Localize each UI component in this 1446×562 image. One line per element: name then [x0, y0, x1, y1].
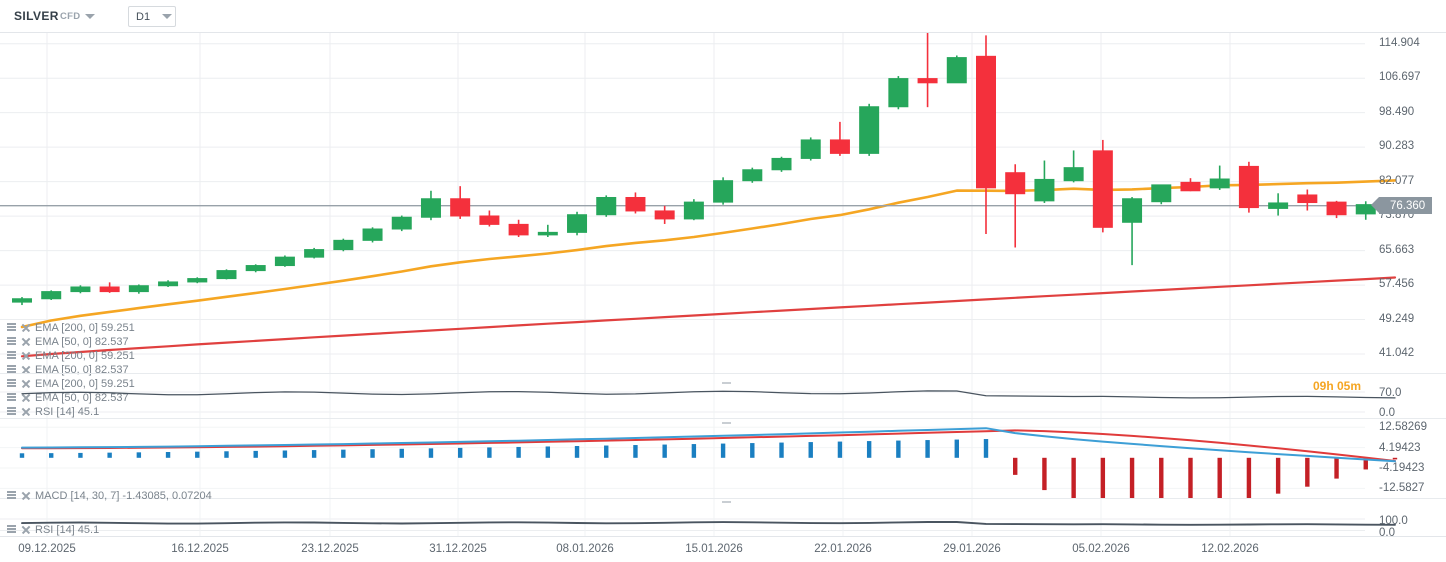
chevron-down-icon[interactable] [162, 14, 172, 19]
list-icon[interactable] [6, 378, 17, 389]
legend-row-ema[interactable]: EMA [200, 0] 59.251 [6, 377, 135, 390]
bar-countdown: 09h 05m [1313, 379, 1362, 393]
rsi2-pane[interactable]: MACD [14, 30, 7] -1.43085, 0.07204 RSI [… [0, 490, 1446, 537]
price-axis-label: 82.077 [1379, 174, 1415, 187]
time-axis-label: 22.01.2026 [814, 543, 872, 555]
time-axis-label: 16.12.2025 [171, 543, 229, 555]
legend-row-ema[interactable]: EMA [200, 0] 59.251 [6, 349, 135, 362]
price-axis-label: 41.042 [1379, 347, 1415, 360]
list-icon[interactable] [6, 524, 17, 535]
macd-axis-label: -12.5827 [1379, 482, 1425, 495]
time-axis-label: 12.02.2026 [1201, 543, 1259, 555]
legend-label: EMA [50, 0] 82.537 [35, 363, 129, 376]
time-axis[interactable]: 09.12.2025 16.12.2025 23.12.2025 31.12.2025… [0, 536, 1446, 562]
price-axis-label: 98.490 [1379, 105, 1415, 118]
legend-label: RSI [14] 45.1 [35, 405, 100, 418]
macd-axis-label: -4.19423 [1379, 461, 1425, 474]
close-icon[interactable] [20, 336, 31, 347]
rsi-axis-label: 0.0 [1379, 407, 1395, 419]
symbol-label[interactable]: SILVER [14, 9, 59, 23]
rsi2-axis-label: 0.0 [1379, 526, 1395, 539]
legend-label: EMA [50, 0] 82.537 [35, 335, 129, 348]
price-axis-label: 90.283 [1379, 140, 1415, 153]
timeframe-selector[interactable] [128, 6, 176, 27]
legend-row-ema[interactable]: EMA [50, 0] 82.537 [6, 391, 129, 404]
close-icon[interactable] [20, 406, 31, 417]
list-icon[interactable] [6, 322, 17, 333]
legend-label: EMA [50, 0] 82.537 [35, 391, 129, 404]
chevron-down-icon[interactable] [85, 14, 95, 19]
close-icon[interactable] [20, 524, 31, 535]
legend-label: MACD [14, 30, 7] -1.43085, 0.07204 [35, 489, 212, 502]
time-axis-label: 23.12.2025 [301, 543, 359, 555]
legend-row-ema[interactable]: EMA [50, 0] 82.537 [6, 335, 129, 348]
list-icon[interactable] [6, 364, 17, 375]
list-icon[interactable] [6, 406, 17, 417]
rsi2-plot [0, 499, 1396, 537]
price-axis-label: 65.663 [1379, 243, 1415, 256]
top-toolbar: SILVER CFD D1 [0, 0, 1446, 33]
rsi-axis-label: 70.0 [1379, 386, 1402, 399]
legend-row-rsi[interactable]: RSI [14] 45.1 [6, 405, 99, 418]
instrument-kind-label: CFD [60, 11, 81, 22]
close-icon[interactable] [20, 322, 31, 333]
list-icon[interactable] [6, 336, 17, 347]
list-icon[interactable] [6, 350, 17, 361]
close-icon[interactable] [20, 350, 31, 361]
price-axis-label: 106.697 [1379, 71, 1421, 84]
legend-label: EMA [200, 0] 59.251 [35, 349, 135, 362]
rsi-pane[interactable]: RSI [14] 45.1 [0, 373, 1446, 419]
legend-row-ema[interactable]: EMA [50, 0] 82.537 [6, 363, 129, 376]
list-icon[interactable] [6, 392, 17, 403]
legend-row-macd[interactable]: MACD [14, 30, 7] -1.43085, 0.07204 [6, 489, 212, 502]
legend-row-ema[interactable]: EMA [200, 0] 59.251 [6, 321, 135, 334]
list-icon[interactable] [6, 490, 17, 501]
current-price-tag[interactable]: 76.360 [1370, 197, 1433, 215]
price-axis-label: 49.249 [1379, 312, 1415, 325]
rsi2-axis-label: 100.0 [1379, 515, 1408, 527]
legend-label: EMA [200, 0] 59.251 [35, 321, 135, 334]
time-axis-label: 29.01.2026 [943, 543, 1001, 555]
macd-plot [0, 419, 1398, 499]
time-axis-label: 09.12.2025 [18, 543, 76, 555]
legend-row-rsi2[interactable]: RSI [14] 45.1 [6, 523, 99, 536]
price-axis-label: 114.904 [1379, 36, 1420, 49]
time-axis-label: 08.01.2026 [556, 543, 614, 555]
price-plot [0, 33, 1405, 373]
macd-axis-label: 12.58269 [1379, 421, 1427, 434]
close-icon[interactable] [20, 490, 31, 501]
price-pane[interactable]: EMA [200, 0] 59.251 EMA [50, 0] 82.537 E… [0, 33, 1446, 404]
price-axis-label: 57.456 [1379, 278, 1415, 291]
time-axis-label: 05.02.2026 [1072, 543, 1130, 555]
legend-label: RSI [14] 45.1 [35, 523, 100, 536]
time-axis-label: 15.01.2026 [685, 543, 743, 555]
rsi-plot [0, 374, 1396, 419]
time-axis-label: 31.12.2025 [429, 543, 487, 555]
macd-pane[interactable] [0, 418, 1446, 499]
legend-label: EMA [200, 0] 59.251 [35, 377, 135, 390]
timeframe-label: D1 [136, 11, 151, 23]
macd-axis-label: 4.19423 [1379, 441, 1421, 454]
